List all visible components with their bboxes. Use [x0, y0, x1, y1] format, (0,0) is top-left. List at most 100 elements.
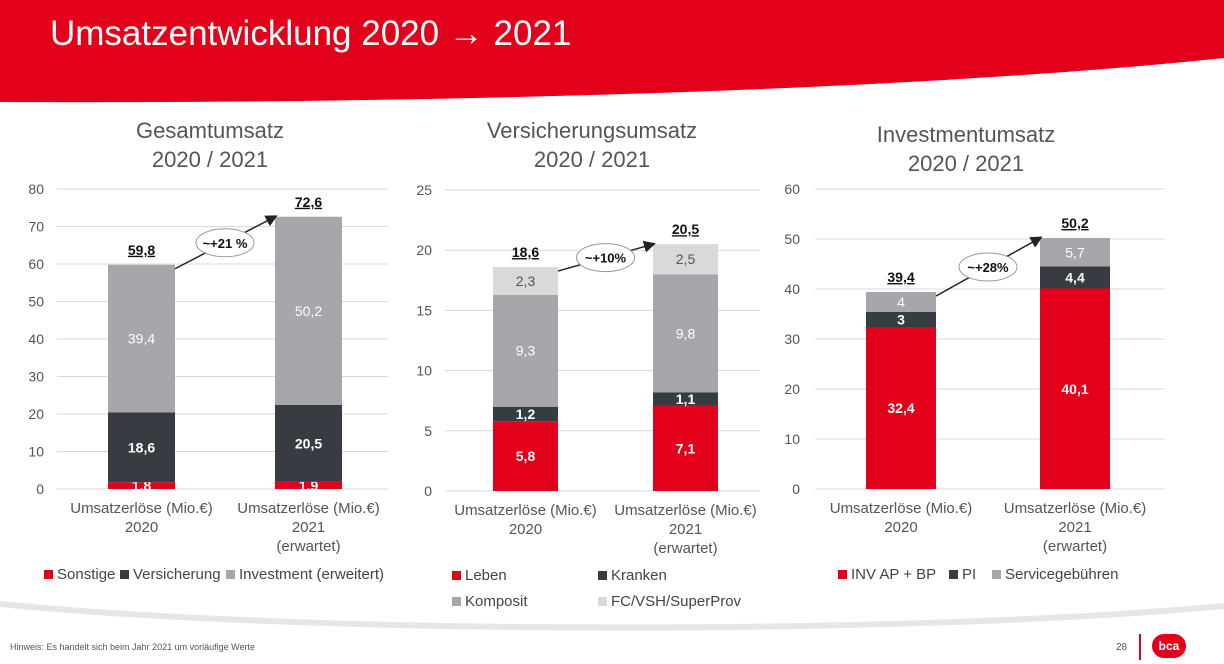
bar-segment [108, 264, 175, 413]
footer-note: Hinweis: Es handelt sich beim Jahr 2021 … [10, 642, 255, 652]
page-number: 28 [1116, 642, 1128, 653]
legend-swatch [226, 569, 235, 579]
y-tick-label: 30 [28, 369, 44, 385]
bar-segment [1040, 288, 1110, 489]
legend-label: Sonstige [57, 566, 116, 583]
chart-3-title-line1: Investmentumsatz [876, 122, 1056, 147]
chart-3-title-line2: 2020 / 2021 [907, 151, 1025, 176]
legend-label: Kranken [611, 567, 667, 584]
legend-swatch [949, 569, 958, 579]
category-label: 2021 [669, 521, 702, 538]
category-label: Umsatzerlöse (Mio.€) [237, 500, 380, 517]
y-tick-label: 70 [28, 219, 44, 235]
chart-1-title-line1: Gesamtumsatz [136, 118, 284, 143]
growth-label: ~+10% [585, 251, 627, 266]
data-label: 50,2 [295, 303, 322, 319]
legend-swatch [598, 596, 607, 606]
bar-segment [653, 274, 718, 393]
legend-swatch [44, 569, 53, 579]
y-tick-label: 60 [28, 256, 44, 272]
chart-2-title-line2: 2020 / 2021 [533, 147, 651, 172]
data-label: 40,1 [1061, 381, 1088, 397]
data-label: 39,4 [128, 331, 155, 347]
data-label: 4,4 [1065, 270, 1085, 286]
bar-segment [866, 312, 936, 327]
legend-item-komposit: Komposit [452, 593, 528, 610]
y-tick-label: 20 [416, 242, 432, 258]
total-label: 20,5 [672, 221, 699, 237]
data-label: 2,3 [516, 273, 536, 289]
growth-bubble [576, 243, 635, 273]
data-label: 9,3 [516, 343, 536, 359]
total-label: 72,6 [295, 194, 322, 210]
y-tick-label: 0 [792, 481, 800, 497]
growth-bubble [958, 252, 1018, 282]
banner-shape [0, 0, 1224, 103]
growth-bubble [195, 228, 255, 258]
data-label: 1,1 [676, 391, 696, 407]
category-label: Umsatzerlöse (Mio.€) [454, 502, 597, 519]
legend-label: FC/VSH/SuperProv [611, 593, 742, 610]
bar-segment [275, 216, 342, 405]
bar-segment [653, 244, 718, 275]
data-label: 5,7 [1065, 244, 1085, 260]
total-label: 39,4 [887, 269, 914, 285]
legend-swatch [120, 569, 129, 579]
legend-item-kranken: Kranken [598, 567, 667, 584]
legend-label: Servicegebühren [1005, 566, 1119, 583]
chart-2-title: Versicherungsumsatz 2020 / 2021 [430, 116, 754, 174]
bar-segment [108, 482, 175, 489]
y-tick-label: 0 [36, 481, 44, 497]
y-tick-label: 40 [784, 281, 800, 297]
footer-wave [0, 601, 1224, 631]
chart-2: 0 5 10 15 20 25 5,8 1,2 9,3 2,3 18,6 Umsatzerlöse (… [416, 182, 760, 557]
growth-label: ~+21 % [203, 236, 248, 251]
y-tick-label: 60 [784, 181, 800, 197]
data-label: 32,4 [887, 400, 914, 416]
category-label: 2020 [884, 519, 917, 536]
logo-divider [1139, 634, 1141, 660]
category-label: 2021 [1058, 519, 1091, 536]
legend-label: INV AP + BP [851, 566, 937, 583]
total-label: 59,8 [128, 242, 155, 258]
y-tick-label: 5 [424, 423, 432, 439]
category-label: Umsatzerlöse (Mio.€) [614, 502, 757, 519]
legend-item-sonstige: Sonstige [44, 566, 115, 583]
y-tick-label: 10 [416, 363, 432, 379]
legend-item-versicherung: Versicherung [120, 566, 221, 583]
legend-swatch [598, 570, 607, 580]
chart-1: 010203040506070801,818,639,459,8Umsatzer… [28, 181, 388, 555]
bar-segment [653, 392, 718, 406]
category-label: Umsatzerlöse (Mio.€) [1004, 500, 1147, 517]
chart-1-title-line2: 2020 / 2021 [151, 147, 269, 172]
header-banner: Umsatzentwicklung 2020 → 2021 [0, 0, 1224, 110]
legend-item-inv-ap-bp: INV AP + BP [838, 566, 936, 583]
category-label: (erwartet) [653, 540, 717, 557]
y-tick-label: 30 [784, 331, 800, 347]
legend-swatch [992, 569, 1001, 579]
bar-segment [1040, 266, 1110, 289]
category-label: 2020 [125, 519, 158, 536]
chart-3: 0 10 20 30 40 50 60 32,4 3 4 39,4 Umsatzerlöse (Mio… [784, 181, 1165, 555]
legend-swatch [838, 569, 847, 579]
legend-swatch [452, 596, 461, 606]
data-label: 20,5 [295, 435, 322, 451]
chart-1-title: Gesamtumsatz 2020 / 2021 [60, 116, 360, 174]
bar-segment [493, 421, 558, 491]
bar-segment [275, 481, 342, 489]
legend-label: Versicherung [133, 566, 221, 583]
legend-item-leben: Leben [452, 567, 507, 584]
category-label: 2020 [509, 521, 542, 538]
y-tick-label: 50 [28, 294, 44, 310]
bar-segment [493, 294, 558, 407]
data-label: 3 [897, 312, 905, 328]
bca-logo: bca [1152, 634, 1186, 658]
y-tick-label: 20 [28, 406, 44, 422]
category-label: (erwartet) [276, 538, 340, 555]
bar-segment [108, 412, 175, 483]
y-tick-label: 20 [784, 381, 800, 397]
y-tick-label: 10 [28, 444, 44, 460]
bar-segment [493, 267, 558, 295]
data-label: 5,8 [516, 448, 536, 464]
